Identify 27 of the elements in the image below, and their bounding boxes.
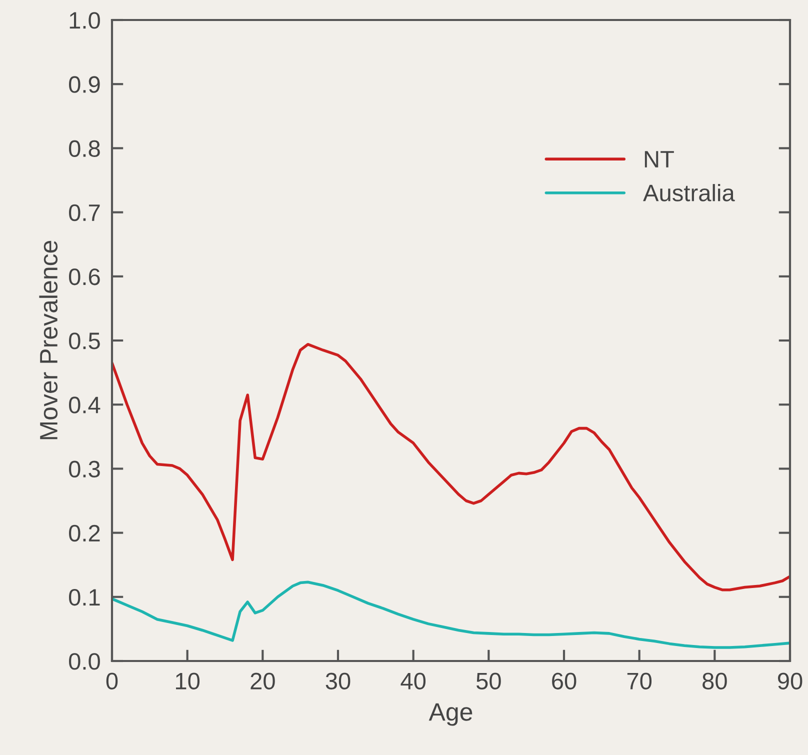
x-tick-label: 20 [250,672,275,690]
y-tick-label: 0.9 [68,76,100,93]
x-tick-label: 0 [106,672,118,690]
y-tick-label: 0.5 [68,332,100,350]
x-axis-title: Age [428,703,472,726]
line-series [112,342,790,592]
y-tick-label: 0.1 [68,588,100,606]
y-tick-label: 0.6 [68,268,100,286]
legend-label: Australia [643,184,735,202]
x-tick-label: 10 [176,672,200,690]
y-tick-label: 0.2 [68,524,100,542]
legend-label: NT [644,151,674,168]
y-tick-label: 0.8 [68,140,100,157]
y-tick-label: 1.0 [70,12,100,29]
y-tick-label: 0.4 [68,396,100,414]
x-tick-label: 60 [552,672,576,690]
y-axis-title: Mover Prevalence [39,240,58,440]
x-tick-label: 80 [702,672,727,690]
y-tick-label: 0.3 [68,460,100,478]
x-tick-label: 50 [476,672,501,690]
x-tick-label: 70 [627,672,652,690]
x-tick-label: 40 [400,672,426,690]
x-tick-label: 90 [778,672,802,690]
line-series [112,580,790,649]
y-tick-label: 0.0 [68,653,100,670]
y-tick-label: 0.7 [68,204,100,222]
x-tick-label: 30 [326,672,350,690]
